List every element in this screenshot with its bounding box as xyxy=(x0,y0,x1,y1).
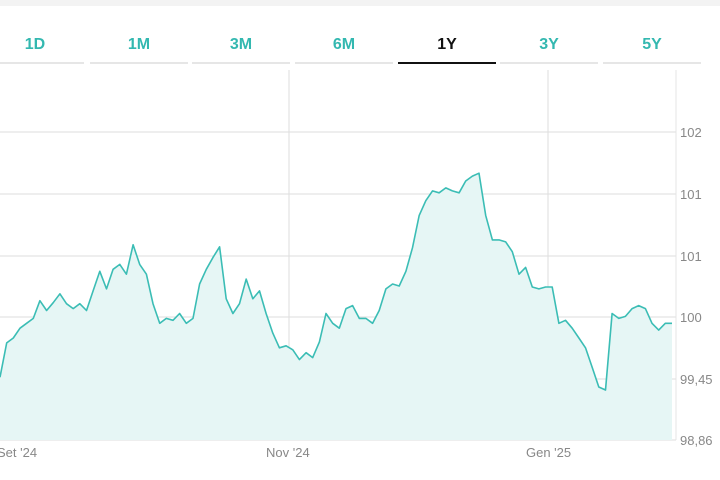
tab-1m[interactable]: 1M xyxy=(90,22,188,66)
price-chart: 102 101 101 100 99,45 98,86 Set '24 Nov … xyxy=(0,70,713,460)
tab-underline xyxy=(603,62,701,64)
tab-label: 3M xyxy=(229,36,253,53)
y-tick-label: 101 xyxy=(680,249,702,264)
tab-underline xyxy=(500,62,598,64)
tab-label: 1Y xyxy=(437,36,457,53)
tab-underline xyxy=(295,62,393,64)
y-tick-label: 102 xyxy=(680,125,702,140)
tab-1d[interactable]: 1D xyxy=(0,22,84,66)
tab-underline xyxy=(192,62,290,64)
tab-3y[interactable]: 3Y xyxy=(500,22,598,66)
tab-label: 6M xyxy=(332,36,356,53)
tab-5y[interactable]: 5Y xyxy=(603,22,701,66)
tab-6m[interactable]: 6M xyxy=(295,22,393,66)
tab-3m[interactable]: 3M xyxy=(192,22,290,66)
y-tick-label: 100 xyxy=(680,310,702,325)
y-tick-label: 101 xyxy=(680,187,702,202)
tab-underline xyxy=(0,62,84,64)
x-tick-label: Set '24 xyxy=(0,445,37,460)
x-tick-label: Gen '25 xyxy=(526,445,571,460)
tab-underline xyxy=(90,62,188,64)
tab-underline xyxy=(398,62,496,64)
series-area xyxy=(0,173,672,440)
tab-label: 5Y xyxy=(642,36,662,53)
tab-1y[interactable]: 1Y xyxy=(398,22,496,66)
x-tick-label: Nov '24 xyxy=(266,445,310,460)
series-line xyxy=(0,172,672,391)
tab-label: 3Y xyxy=(539,36,559,53)
y-tick-label: 99,45 xyxy=(680,372,713,387)
time-range-tabs: 1D 1M 3M 6M 1Y 3Y 5Y xyxy=(0,22,720,66)
tab-label: 1M xyxy=(127,36,151,53)
top-bar xyxy=(0,0,720,6)
y-tick-label: 98,86 xyxy=(680,433,713,448)
tab-label: 1D xyxy=(24,36,46,53)
